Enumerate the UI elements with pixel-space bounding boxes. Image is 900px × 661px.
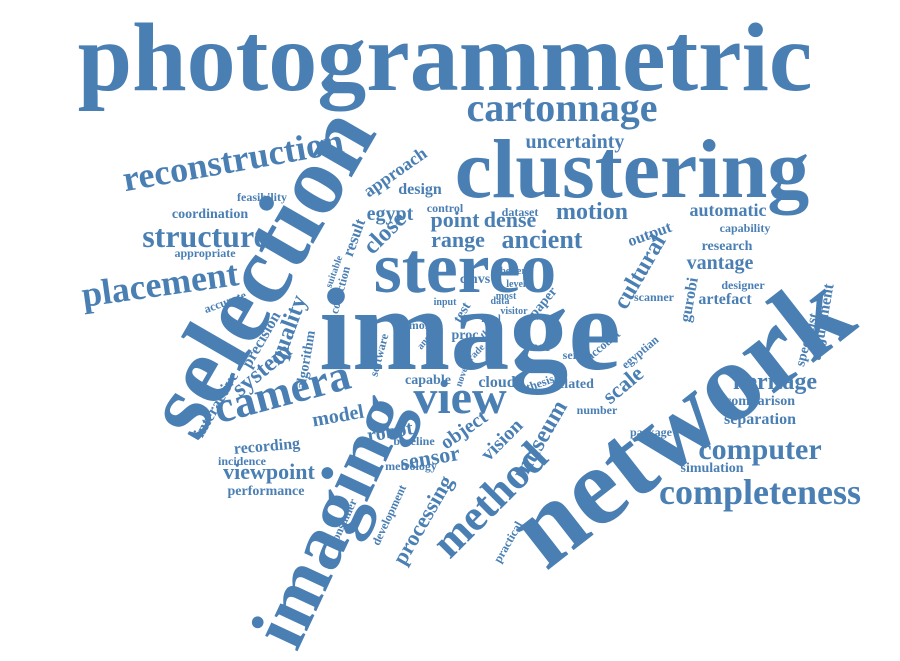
word-control: control: [426, 201, 464, 215]
word-feasibility: feasibility: [237, 190, 287, 204]
word-cmvs: cmvs: [459, 272, 491, 287]
word-incidence: incidence: [218, 454, 266, 468]
word-metrology: metrology: [385, 459, 437, 473]
word-separation: separation: [724, 411, 796, 428]
word-dense: dense: [483, 207, 537, 232]
word-point: point: [430, 207, 480, 232]
word-uncertainty: uncertainty: [525, 131, 625, 153]
word-capable: capable: [405, 373, 451, 388]
word-computer: computer: [698, 433, 822, 466]
word-final: final: [481, 314, 501, 325]
word-photogrammetric: photogrammetric: [77, 4, 813, 112]
word-more: more: [408, 318, 436, 332]
word-appropriate: appropriate: [174, 246, 236, 260]
word-design: design: [398, 181, 442, 198]
word-cloud: cloud: [478, 374, 516, 391]
word-term: term: [481, 334, 503, 345]
word-level: level: [506, 279, 526, 290]
word-number: number: [576, 403, 618, 417]
word-completeness: completeness: [659, 472, 861, 512]
word-coordination: coordination: [171, 207, 249, 222]
word-package: package: [630, 425, 672, 439]
word-motion: motion: [556, 199, 628, 225]
word-automatic: automatic: [689, 200, 767, 220]
word-scanner: scanner: [634, 290, 674, 304]
word-designer: designer: [721, 278, 765, 292]
word-heritage: heritage: [733, 369, 817, 395]
word-visitor: visitor: [500, 306, 528, 317]
word-comparison: comparison: [725, 394, 795, 409]
word-image: image: [319, 264, 621, 395]
word-capability: capability: [719, 221, 771, 235]
word-research: research: [701, 239, 753, 254]
word-series: series: [562, 348, 592, 362]
word-stereo: stereo: [373, 228, 557, 308]
word-range: range: [431, 227, 485, 252]
word-simulation: simulation: [680, 461, 744, 476]
word-view: view: [413, 371, 507, 424]
word-dataset: dataset: [501, 205, 539, 219]
word-structure: structure: [142, 218, 268, 254]
word-input: input: [433, 297, 457, 308]
word-egypt: egypt: [366, 203, 414, 225]
word-vantage: vantage: [686, 252, 754, 274]
word-performance: performance: [227, 484, 305, 499]
word-most: most: [495, 291, 517, 302]
word-viewpoint: viewpoint: [223, 459, 315, 484]
word-related: related: [552, 377, 594, 392]
word-artefact: artefact: [698, 291, 752, 308]
word-cartonnage: cartonnage: [466, 85, 658, 130]
word-base: base: [523, 340, 551, 355]
word-proc: proc: [451, 328, 479, 343]
word-clustering: clustering: [454, 123, 810, 216]
word-baseline: baseline: [393, 434, 435, 448]
word-data: data: [490, 296, 510, 307]
word-better: better: [500, 266, 526, 277]
word-ancient: ancient: [501, 225, 583, 254]
